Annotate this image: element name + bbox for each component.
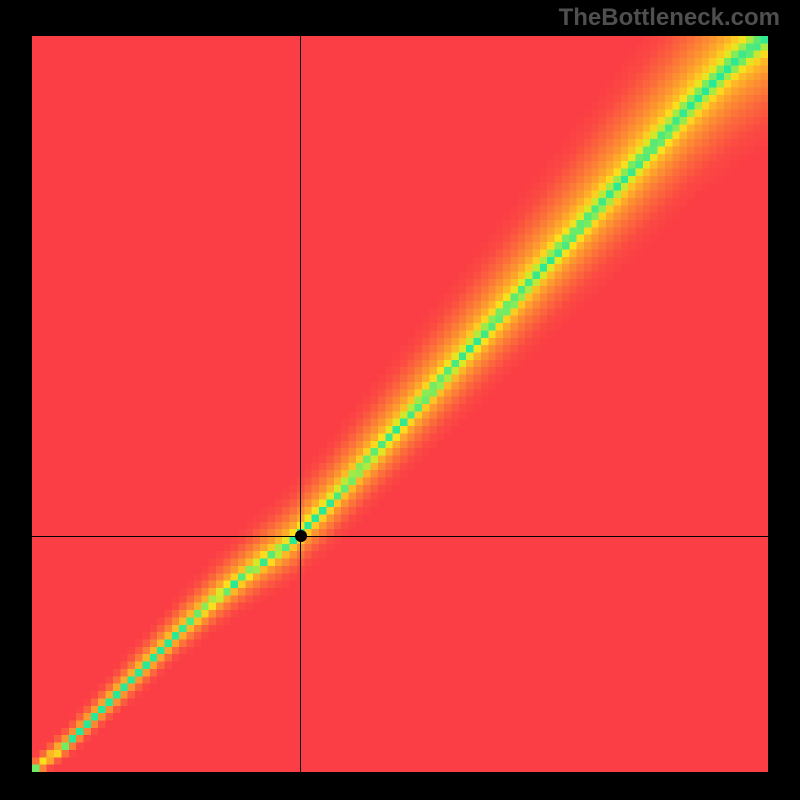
watermark-text: TheBottleneck.com (559, 4, 780, 32)
crosshair-horizontal (32, 536, 768, 537)
chart-container: TheBottleneck.com (0, 0, 800, 800)
bottleneck-heatmap (32, 36, 768, 772)
crosshair-vertical (300, 36, 301, 772)
